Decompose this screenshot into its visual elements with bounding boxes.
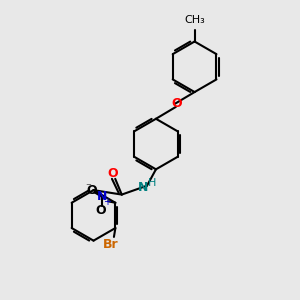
Text: O: O [86,184,97,197]
Text: N: N [97,190,107,203]
Text: O: O [107,167,118,180]
Text: O: O [171,98,182,110]
Text: O: O [95,204,106,217]
Text: N: N [138,181,148,194]
Text: CH₃: CH₃ [184,15,205,25]
Text: H: H [148,178,157,188]
Text: +: + [103,197,111,207]
Text: ⁻: ⁻ [85,182,91,192]
Text: Br: Br [103,238,119,251]
